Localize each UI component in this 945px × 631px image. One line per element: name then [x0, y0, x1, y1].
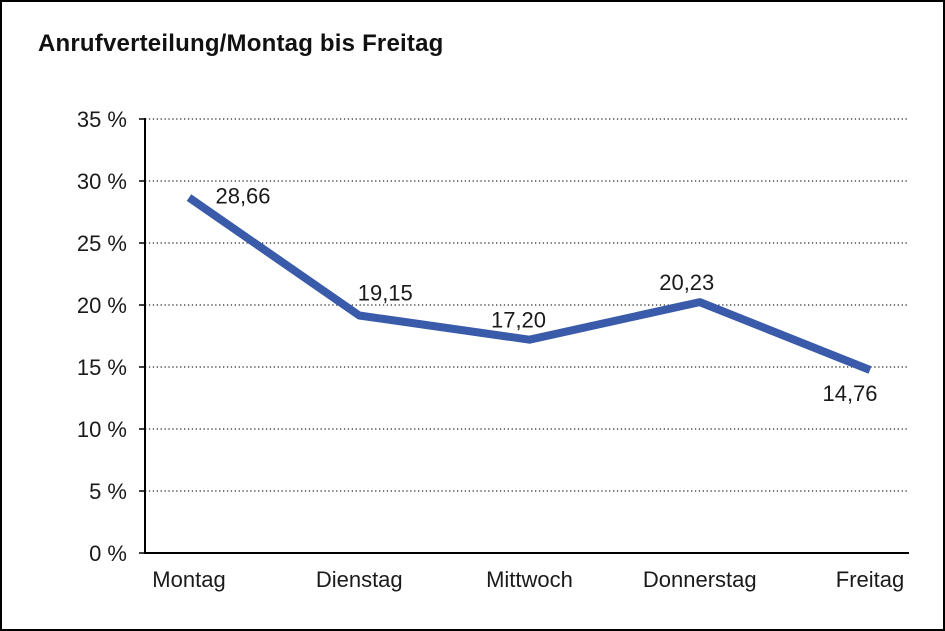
y-tick-label: 35 % — [77, 107, 127, 132]
data-value-label: 28,66 — [215, 184, 270, 209]
data-value-label: 14,76 — [822, 381, 877, 406]
data-line-series — [186, 194, 872, 374]
x-category-label: Mittwoch — [486, 567, 573, 592]
x-category-label: Montag — [152, 567, 225, 592]
y-tick-label: 0 % — [89, 541, 127, 566]
x-category-label: Freitag — [836, 567, 904, 592]
y-tick-label: 10 % — [77, 417, 127, 442]
x-category-label: Donnerstag — [643, 567, 757, 592]
x-category-label: Dienstag — [316, 567, 403, 592]
data-value-label: 19,15 — [358, 281, 413, 306]
y-tick-label: 30 % — [77, 169, 127, 194]
y-tick-label: 25 % — [77, 231, 127, 256]
data-value-label: 20,23 — [659, 270, 714, 295]
chart-title: Anrufverteilung/Montag bis Freitag — [38, 30, 444, 57]
y-tick-label: 20 % — [77, 293, 127, 318]
y-tick-label: 15 % — [77, 355, 127, 380]
data-value-label: 17,20 — [491, 308, 546, 333]
y-tick-label: 5 % — [89, 479, 127, 504]
